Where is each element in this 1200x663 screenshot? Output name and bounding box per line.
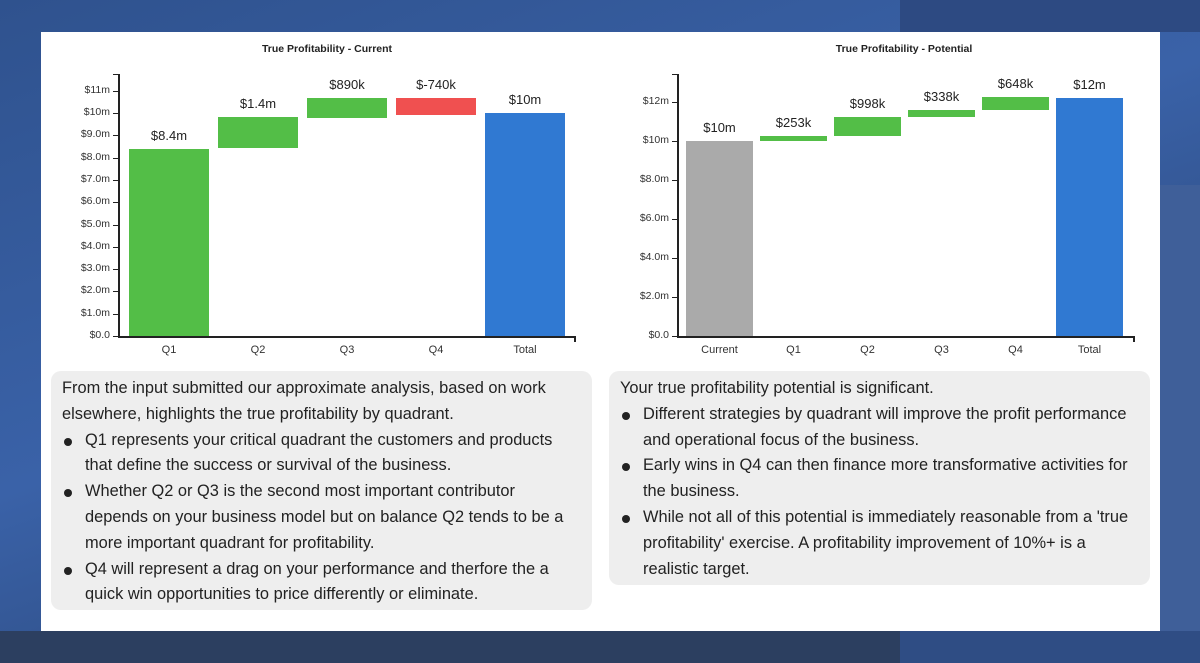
y-tick-label: $1.0m [80, 307, 110, 319]
background-band [1160, 185, 1200, 663]
y-tick-label: $5.0m [80, 218, 110, 230]
y-tick [672, 297, 677, 298]
x-axis-cap [574, 336, 576, 342]
y-tick-label: $7.0m [80, 173, 110, 185]
note-bullet: While not all of this potential is immed… [620, 505, 1144, 582]
note-bullet: Whether Q2 or Q3 is the second most impo… [62, 479, 582, 556]
x-axis [118, 336, 574, 338]
bar-q2[interactable] [218, 117, 298, 148]
bar-current[interactable] [686, 141, 753, 336]
x-category-label: Q1 [161, 344, 177, 356]
y-tick [672, 102, 677, 103]
x-category-label: Q4 [1008, 344, 1023, 356]
y-tick [113, 135, 118, 136]
y-axis [677, 74, 679, 337]
notes-potential: Your true profitability potential is sig… [609, 371, 1150, 585]
bar-total[interactable] [1056, 98, 1123, 336]
y-tick [113, 291, 118, 292]
y-tick [672, 336, 677, 337]
y-tick-label: $2.0m [80, 284, 110, 296]
y-tick [113, 202, 118, 203]
y-tick-label: $4.0m [80, 240, 110, 252]
bar-q3[interactable] [307, 98, 387, 118]
y-tick-label: $4.0m [639, 251, 669, 263]
bar-value-label: $253k [775, 115, 812, 130]
y-tick [672, 141, 677, 142]
background-band [900, 631, 1200, 663]
y-tick-label: $8.0m [80, 151, 110, 163]
x-category-label: Q3 [934, 344, 949, 356]
y-tick-label: $0.0 [648, 329, 669, 341]
y-tick-label: $3.0m [80, 262, 110, 274]
bar-value-label: $-740k [416, 77, 456, 92]
y-tick [672, 258, 677, 259]
bar-q4[interactable] [982, 97, 1049, 110]
bar-value-label: $10m [508, 92, 542, 107]
y-axis-cap [113, 74, 118, 75]
bar-value-label: $998k [849, 96, 886, 111]
bar-value-label: $1.4m [239, 96, 277, 111]
bar-value-label: $648k [997, 76, 1034, 91]
y-tick-label: $10m [83, 106, 110, 118]
y-axis-cap [672, 74, 677, 75]
notes-potential-list: Different strategies by quadrant will im… [620, 402, 1144, 583]
bar-value-label: $890k [329, 77, 365, 92]
x-axis-cap [1133, 336, 1135, 342]
x-category-label: Total [513, 344, 537, 356]
y-tick [672, 180, 677, 181]
y-tick-label: $11m [84, 84, 111, 96]
bar-total[interactable] [485, 113, 565, 336]
x-category-label: Q1 [786, 344, 801, 356]
x-category-label: Current [701, 344, 738, 356]
notes-current-list: Q1 represents your critical quadrant the… [62, 428, 582, 609]
y-tick [113, 180, 118, 181]
report-card: True Profitability - Current $0.0 $1.0m $2.… [41, 32, 1160, 631]
bar-q3[interactable] [908, 110, 975, 117]
y-tick [113, 225, 118, 226]
chart-title: True Profitability - Current [261, 43, 393, 55]
notes-potential-intro: Your true profitability potential is sig… [620, 379, 934, 397]
y-tick [113, 91, 118, 92]
bar-q4[interactable] [396, 98, 476, 115]
y-tick [113, 336, 118, 337]
bar-value-label: $12m [1073, 77, 1106, 92]
y-tick [113, 247, 118, 248]
y-tick-label: $10m [642, 134, 669, 146]
bar-q2[interactable] [834, 117, 901, 136]
background-band [0, 631, 900, 663]
background-band [900, 0, 1200, 32]
y-axis [118, 74, 120, 337]
notes-current-intro: From the input submitted our approximate… [62, 379, 546, 423]
x-category-label: Q4 [428, 344, 444, 356]
y-tick-label: $2.0m [639, 290, 669, 302]
y-tick-label: $8.0m [639, 173, 669, 185]
bar-value-label: $338k [923, 89, 960, 104]
chart-title: True Profitability - Potential [835, 43, 973, 55]
bar-q1[interactable] [760, 136, 827, 141]
y-tick [113, 158, 118, 159]
bar-value-label: $8.4m [150, 128, 188, 143]
y-tick [113, 269, 118, 270]
bar-q1[interactable] [129, 149, 209, 336]
x-category-label: Q2 [250, 344, 266, 356]
y-tick-label: $9.0m [80, 128, 110, 140]
y-tick [113, 113, 118, 114]
y-tick [672, 219, 677, 220]
y-tick [113, 314, 118, 315]
note-bullet: Q1 represents your critical quadrant the… [62, 428, 582, 480]
notes-current: From the input submitted our approximate… [51, 371, 592, 610]
note-bullet: Early wins in Q4 can then finance more t… [620, 453, 1144, 505]
x-category-label: Q3 [339, 344, 355, 356]
x-category-label: Q2 [860, 344, 875, 356]
y-tick-label: $6.0m [639, 212, 669, 224]
bar-value-label: $10m [703, 120, 736, 135]
y-tick-label: $6.0m [80, 195, 110, 207]
note-bullet: Q4 will represent a drag on your perform… [62, 557, 582, 609]
note-bullet: Different strategies by quadrant will im… [620, 402, 1144, 454]
y-tick-label: $0.0 [89, 329, 110, 341]
y-tick-label: $12m [642, 95, 669, 107]
x-axis [677, 336, 1133, 338]
x-category-label: Total [1077, 344, 1102, 356]
